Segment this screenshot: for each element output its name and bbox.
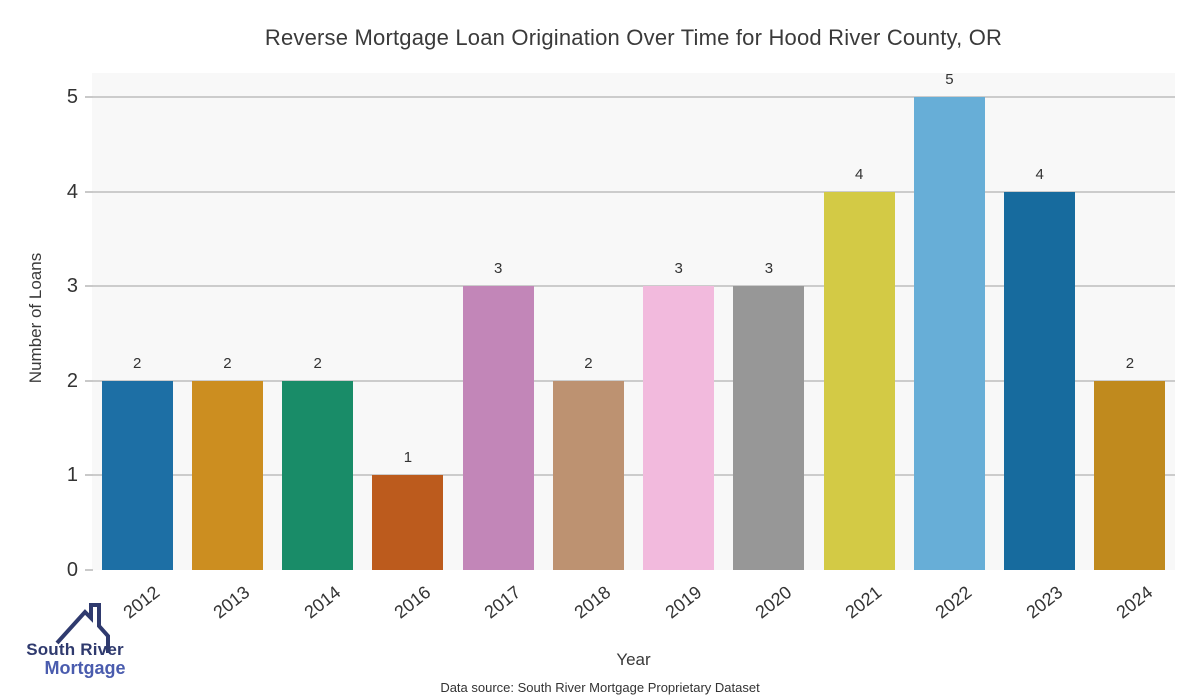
y-tick-mark-3 bbox=[85, 285, 93, 288]
south-river-mortgage-logo: South River Mortgage bbox=[16, 596, 146, 696]
gridline-y2 bbox=[92, 379, 1175, 382]
bar-value-label-2017: 3 bbox=[493, 260, 503, 278]
y-tick-mark-0 bbox=[85, 569, 93, 571]
x-tick-label-2013: 2013 bbox=[209, 582, 254, 623]
x-tick-label-2017: 2017 bbox=[480, 582, 525, 623]
y-tick-mark-5 bbox=[85, 96, 93, 98]
y-tick-label-0: 0 bbox=[66, 559, 78, 581]
x-tick-label-2024: 2024 bbox=[1112, 582, 1157, 623]
bar-value-label-2014: 2 bbox=[313, 354, 322, 372]
bar-value-label-2012: 2 bbox=[132, 354, 142, 372]
bar-value-label-2023: 4 bbox=[1035, 165, 1044, 183]
y-tick-mark-1 bbox=[85, 474, 93, 477]
bar-2013 bbox=[191, 380, 263, 570]
bar-2018 bbox=[552, 380, 624, 570]
gridline-y5 bbox=[92, 96, 1175, 98]
bar-2014 bbox=[282, 380, 354, 570]
bar-value-label-2022: 5 bbox=[945, 71, 954, 88]
bar-2017 bbox=[462, 286, 534, 570]
x-tick-label-2020: 2020 bbox=[751, 582, 796, 623]
bar-2022 bbox=[913, 97, 985, 570]
bar-value-label-2020: 3 bbox=[764, 260, 774, 278]
bar-2020 bbox=[733, 286, 805, 570]
bar-value-label-2019: 3 bbox=[674, 260, 683, 278]
bar-2016 bbox=[372, 475, 444, 570]
y-tick-mark-2 bbox=[85, 379, 93, 382]
bar-2012 bbox=[101, 380, 173, 570]
gridline-y3 bbox=[92, 285, 1175, 288]
x-tick-label-2018: 2018 bbox=[570, 582, 615, 623]
bar-value-label-2016: 1 bbox=[403, 449, 413, 467]
bar-value-label-2021: 4 bbox=[854, 165, 864, 183]
x-tick-label-2016: 2016 bbox=[390, 582, 435, 623]
gridline-y4 bbox=[92, 190, 1175, 193]
y-tick-label-4: 4 bbox=[66, 180, 78, 203]
plot-area: 2 2 2 1 3 2 3 3 4 5 4 2 bbox=[92, 71, 1175, 570]
y-tick-label-5: 5 bbox=[66, 86, 78, 108]
y-tick-label-1: 1 bbox=[66, 464, 78, 487]
x-tick-label-2023: 2023 bbox=[1022, 582, 1066, 623]
y-tick-mark-4 bbox=[85, 190, 93, 193]
x-tick-label-2014: 2014 bbox=[300, 582, 344, 623]
bar-2021 bbox=[823, 191, 895, 570]
bar-2019 bbox=[643, 286, 715, 570]
bar-value-label-2018: 2 bbox=[584, 354, 593, 372]
x-tick-label-2021: 2021 bbox=[841, 582, 886, 623]
x-axis-title: Year bbox=[616, 650, 651, 669]
y-tick-label-2: 2 bbox=[66, 369, 78, 392]
y-axis-title: Number of Loans bbox=[26, 252, 45, 384]
gridline-y1 bbox=[92, 474, 1175, 477]
bar-2023 bbox=[1004, 191, 1076, 570]
logo-text-south-river: South River bbox=[26, 640, 124, 659]
data-source-note: Data source: South River Mortgage Propri… bbox=[440, 680, 760, 695]
bar-value-label-2024: 2 bbox=[1125, 354, 1135, 372]
y-tick-label-3: 3 bbox=[66, 275, 78, 298]
x-tick-label-2019: 2019 bbox=[661, 582, 705, 623]
chart-title: Reverse Mortgage Loan Origination Over T… bbox=[264, 25, 1003, 50]
bar-value-label-2013: 2 bbox=[223, 354, 232, 372]
logo-text-mortgage: Mortgage bbox=[44, 658, 126, 678]
bar-2024 bbox=[1094, 380, 1166, 570]
house-roof-icon bbox=[55, 603, 110, 653]
x-tick-label-2022: 2022 bbox=[931, 582, 976, 623]
